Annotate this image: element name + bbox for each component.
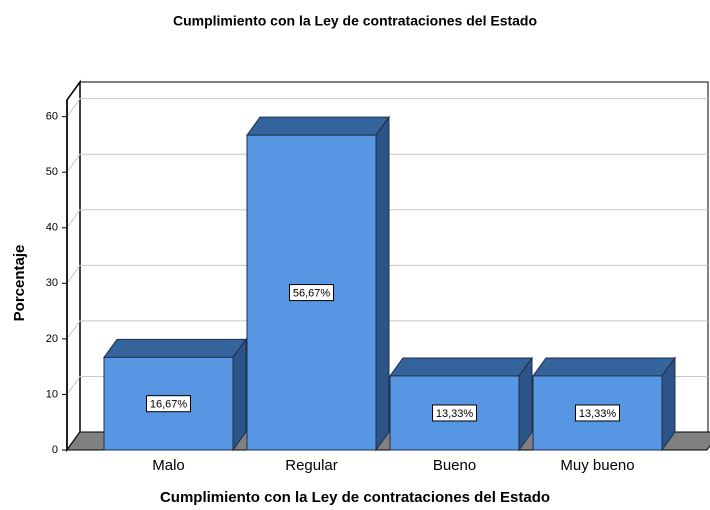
value-label-box [575,404,620,422]
y-tick-label: 10 [46,388,58,400]
value-label: 56,67% [293,287,331,299]
y-tick-label: 60 [46,111,58,123]
grid-line [66,320,708,340]
bar [532,356,676,452]
y-tick-label: 0 [52,444,58,456]
bar-side [232,337,247,452]
y-tick-label: 40 [46,222,58,234]
grid-line [66,98,708,117]
x-tick-label: Regular [285,457,338,474]
y-tick-label: 20 [46,333,58,345]
x-tick-label: Bueno [433,457,476,474]
bar-top [103,338,247,358]
bar-side [375,115,390,452]
y-tick-label: 50 [46,166,58,178]
bar-top [246,116,390,136]
value-label: 13,33% [579,408,617,420]
grid-line [66,209,708,229]
side-wall [66,79,81,453]
chart-title: Cumplimiento con la Ley de contratacione… [173,13,537,29]
y-tick-label: 30 [46,277,58,289]
value-label: 13,33% [436,408,474,420]
bar [246,115,390,452]
bar-top [532,357,676,377]
value-label-box [146,395,191,413]
y-axis-label: Porcentaje [11,245,28,322]
x-tick-label: Malo [152,457,185,474]
bar [103,337,247,452]
bar-top [389,357,533,377]
grid-line [66,153,708,173]
x-axis-label: Cumplimiento con la Ley de contratacione… [160,489,550,506]
grid-line [66,264,708,284]
value-label-box [432,404,477,422]
bar-front [532,375,663,451]
value-label: 16,67% [150,399,188,411]
value-label-box [289,284,334,302]
bar [389,356,533,452]
x-tick-label: Muy bueno [560,457,634,474]
